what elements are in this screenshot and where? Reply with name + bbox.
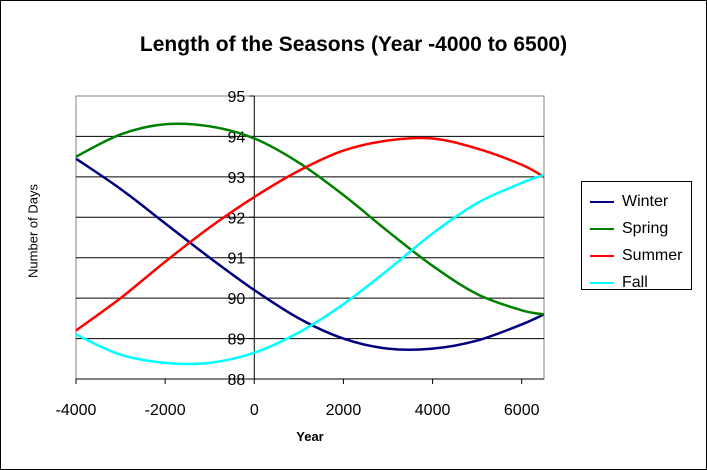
legend-swatch (590, 281, 614, 284)
legend-label: Spring (622, 219, 669, 237)
legend-swatch (590, 200, 614, 203)
x-tick-label: -4000 (56, 402, 97, 419)
x-tick-label: 0 (250, 402, 259, 419)
y-tick-label: 89 (227, 332, 245, 349)
legend-item-fall: Fall (582, 269, 691, 296)
x-tick-label: 2000 (326, 402, 362, 419)
y-tick-label: 90 (227, 291, 245, 308)
legend-label: Summer (622, 246, 683, 264)
legend-swatch (590, 254, 614, 257)
series-line-spring (75, 122, 545, 316)
x-tick-label: 6000 (504, 402, 540, 419)
y-tick-label: 92 (227, 210, 245, 227)
legend-label: Fall (622, 273, 648, 291)
plot-area (75, 95, 545, 380)
x-axis-label: Year (296, 429, 324, 444)
y-tick-label: 91 (227, 251, 245, 268)
legend: Winter Spring Summer Fall (581, 181, 692, 291)
series-line-winter (75, 157, 545, 352)
legend-swatch (590, 227, 614, 230)
chart-title: Length of the Seasons (Year -4000 to 650… (139, 33, 568, 56)
legend-label: Winter (622, 192, 669, 210)
x-tick-label: -2000 (145, 402, 186, 419)
legend-item-summer: Summer (582, 242, 691, 269)
x-tick-label: 4000 (415, 402, 451, 419)
legend-item-spring: Spring (582, 215, 691, 242)
y-tick-label: 95 (227, 89, 245, 106)
series-line-fall (75, 173, 545, 366)
y-tick-label: 93 (227, 170, 245, 187)
y-tick-label: 88 (227, 372, 245, 389)
legend-item-winter: Winter (582, 188, 691, 215)
series-line-summer (75, 136, 545, 332)
